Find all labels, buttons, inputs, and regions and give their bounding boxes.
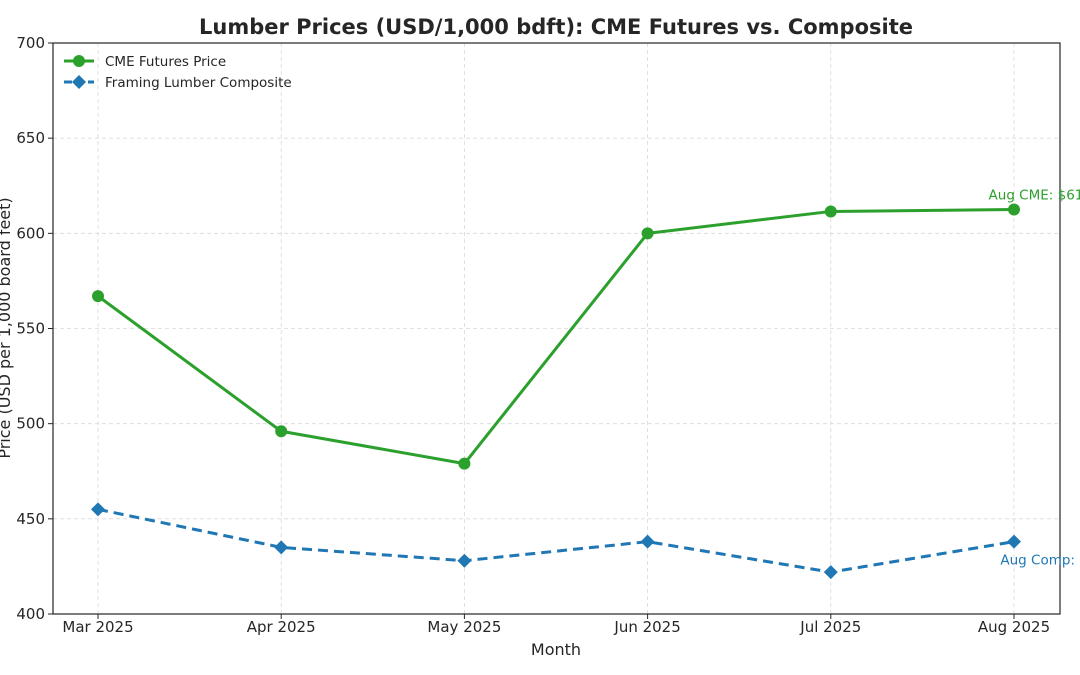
data-point [640,534,655,549]
series-1 [91,502,1021,580]
ticks: 400 450 500 550 600 650 700 Mar 2025 Apr 2025 May… [16,34,1050,636]
y-tick-label: 550 [16,320,45,338]
grid [53,42,1060,615]
series-layer [91,203,1021,580]
legend-marker [73,55,85,67]
x-tick-label: Aug 2025 [978,618,1050,636]
legend: CME Futures Price Framing Lumber Composit… [64,54,292,91]
x-tick-label: May 2025 [427,618,501,636]
legend-label: Framing Lumber Composite [105,75,292,91]
annotations: Aug CME: $612.50 Aug Comp: $438 [989,188,1080,569]
y-tick-label: 600 [16,224,45,242]
x-tick-label: Apr 2025 [247,618,316,636]
data-point [92,290,104,303]
data-point [824,205,837,218]
data-annotation: Aug CME: $612.50 [989,188,1080,204]
y-tick-label: 700 [16,34,45,52]
x-tick-label: Mar 2025 [62,618,133,636]
x-tick-label: Jul 2025 [799,618,861,636]
data-point [1008,203,1020,216]
data-point [641,227,654,240]
chart-title: Lumber Prices (USD/1,000 bdft): CME Futu… [199,15,913,39]
data-point [274,540,289,555]
data-point [275,425,288,438]
y-tick-label: 450 [16,510,45,528]
data-point [458,457,471,470]
series-line [97,507,1015,574]
y-tick-label: 500 [16,415,45,433]
x-axis-label: Month [531,640,581,659]
data-point [457,553,472,568]
series-0 [92,203,1020,470]
legend-marker [72,75,86,89]
series-line [97,208,1015,466]
data-point [1007,534,1021,549]
legend-label: CME Futures Price [105,54,226,70]
x-tick-label: Jun 2025 [613,618,680,636]
data-point [823,565,838,580]
legend-item: Framing Lumber Composite [64,75,292,91]
legend-item: CME Futures Price [64,54,226,70]
y-tick-label: 650 [16,129,45,147]
y-axis-label: Price (USD per 1,000 board feet) [0,197,14,458]
y-tick-label: 400 [16,605,45,623]
data-annotation: Aug Comp: $438 [1000,553,1080,569]
data-point [91,502,105,517]
